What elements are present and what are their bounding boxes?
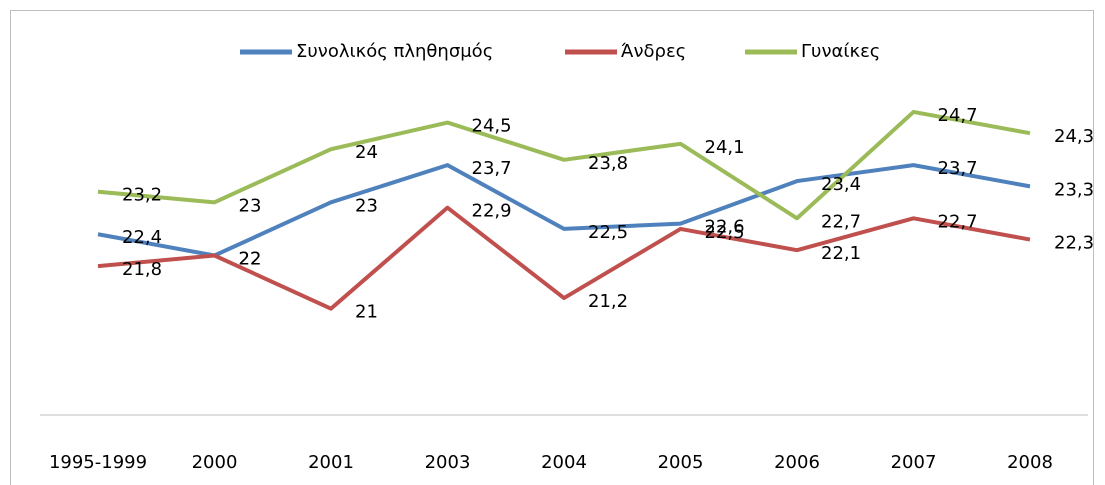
data-label: 23 (355, 195, 378, 216)
data-label: 22 (239, 249, 262, 270)
data-label: 22,9 (472, 201, 512, 222)
series-line (97, 109, 1031, 221)
x-tick-label: 2003 (425, 452, 471, 473)
x-tick-label: 2006 (774, 452, 820, 473)
data-label: 21,8 (122, 259, 162, 280)
data-label: 21 (355, 302, 378, 323)
data-label: 22,4 (122, 227, 162, 248)
x-tick-label: 2007 (891, 452, 937, 473)
x-tick-label: 1995-1999 (49, 452, 147, 473)
data-label: 24 (355, 142, 378, 163)
data-label: 22,7 (938, 211, 978, 232)
data-label: 21,2 (588, 291, 628, 312)
data-label: 22,5 (588, 222, 628, 243)
data-label: 24,3 (1054, 126, 1094, 147)
series-line (97, 163, 1031, 258)
data-label: 24,1 (705, 137, 745, 158)
data-label: 22,5 (705, 222, 745, 243)
x-tick-label: 2001 (308, 452, 354, 473)
data-label: 23,8 (588, 153, 628, 174)
data-label: 22,1 (821, 243, 861, 264)
data-label: 24,5 (472, 116, 512, 137)
chart-frame (10, 10, 1094, 485)
x-tick-label: 2000 (192, 452, 238, 473)
data-label: 23,2 (122, 185, 162, 206)
data-label: 22,6 (705, 217, 745, 238)
legend-label: Γυναίκες (801, 41, 880, 62)
legend-label: Συνολικός πληθησμός (296, 41, 493, 62)
legend-label: Άνδρες (621, 41, 686, 62)
data-label: 23,3 (1054, 179, 1094, 200)
data-label: 22,7 (821, 211, 861, 232)
data-label: 23,4 (821, 174, 861, 195)
data-label: 23 (239, 195, 262, 216)
data-label: 22,3 (1054, 233, 1094, 254)
data-label: 24,7 (938, 105, 978, 126)
x-tick-label: 2005 (658, 452, 704, 473)
data-label: 23,7 (472, 158, 512, 179)
data-label: 22 (239, 249, 262, 270)
x-tick-label: 2004 (541, 452, 587, 473)
series-line (97, 205, 1031, 311)
data-label: 23,7 (938, 158, 978, 179)
x-tick-label: 2008 (1007, 452, 1053, 473)
